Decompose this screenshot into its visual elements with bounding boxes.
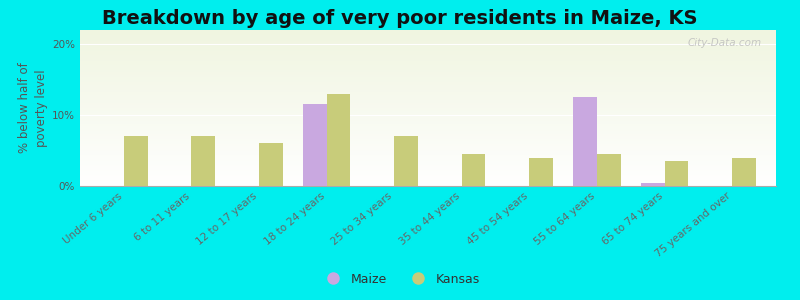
Bar	[665, 161, 688, 186]
Bar	[124, 136, 147, 186]
Bar	[732, 158, 756, 186]
Text: City-Data.com: City-Data.com	[688, 38, 762, 48]
Bar	[641, 183, 665, 186]
Bar	[303, 104, 326, 186]
Bar	[530, 158, 553, 186]
Text: Breakdown by age of very poor residents in Maize, KS: Breakdown by age of very poor residents …	[102, 9, 698, 28]
Bar	[191, 136, 215, 186]
Bar	[574, 98, 597, 186]
Bar	[259, 143, 282, 186]
Bar	[394, 136, 418, 186]
Bar	[597, 154, 621, 186]
Legend: Maize, Kansas: Maize, Kansas	[315, 268, 485, 291]
Y-axis label: % below half of
poverty level: % below half of poverty level	[18, 63, 48, 153]
Bar	[462, 154, 486, 186]
Bar	[326, 94, 350, 186]
